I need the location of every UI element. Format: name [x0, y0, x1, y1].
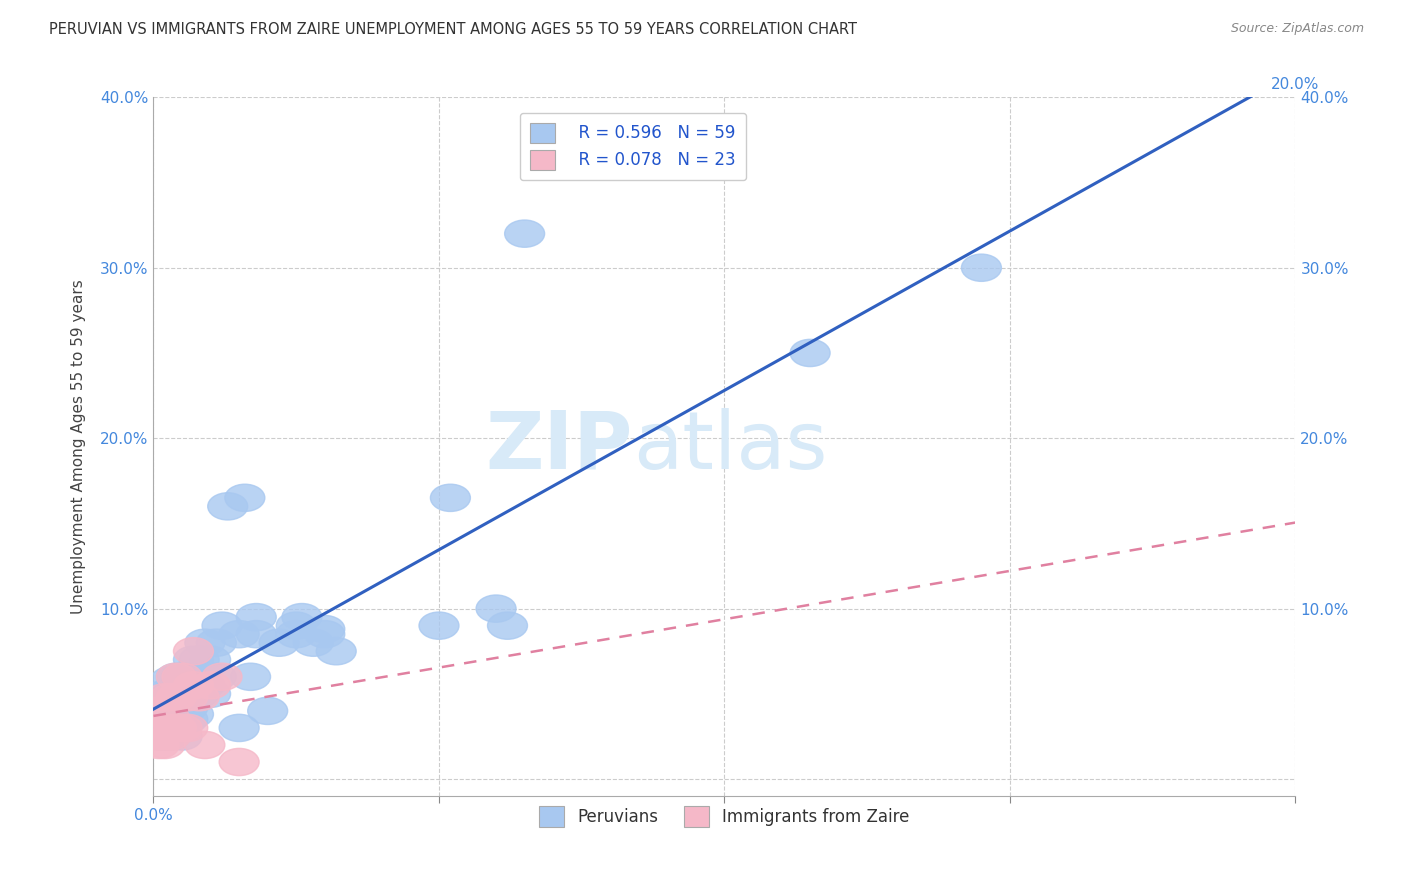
Ellipse shape [173, 700, 214, 728]
Ellipse shape [150, 698, 191, 724]
Ellipse shape [145, 731, 186, 758]
Ellipse shape [162, 723, 202, 750]
Ellipse shape [419, 612, 458, 640]
Ellipse shape [259, 629, 299, 657]
Ellipse shape [145, 714, 186, 741]
Ellipse shape [962, 254, 1001, 281]
Text: Source: ZipAtlas.com: Source: ZipAtlas.com [1230, 22, 1364, 36]
Ellipse shape [156, 714, 197, 741]
Ellipse shape [150, 723, 191, 750]
Ellipse shape [197, 663, 236, 690]
Ellipse shape [139, 714, 179, 741]
Ellipse shape [191, 681, 231, 707]
Ellipse shape [276, 621, 316, 648]
Ellipse shape [179, 646, 219, 673]
Ellipse shape [186, 672, 225, 699]
Ellipse shape [316, 638, 356, 665]
Ellipse shape [139, 731, 179, 758]
Ellipse shape [150, 706, 191, 733]
Ellipse shape [145, 683, 186, 711]
Ellipse shape [173, 672, 214, 699]
Ellipse shape [191, 672, 231, 699]
Ellipse shape [156, 672, 197, 699]
Ellipse shape [167, 706, 208, 733]
Ellipse shape [247, 698, 288, 724]
Text: PERUVIAN VS IMMIGRANTS FROM ZAIRE UNEMPLOYMENT AMONG AGES 55 TO 59 YEARS CORRELA: PERUVIAN VS IMMIGRANTS FROM ZAIRE UNEMPL… [49, 22, 858, 37]
Ellipse shape [150, 723, 191, 750]
Ellipse shape [156, 663, 197, 690]
Ellipse shape [156, 694, 197, 721]
Ellipse shape [150, 681, 191, 707]
Ellipse shape [276, 612, 316, 640]
Ellipse shape [173, 646, 214, 673]
Ellipse shape [162, 663, 202, 690]
Ellipse shape [167, 663, 208, 690]
Ellipse shape [231, 663, 270, 690]
Ellipse shape [139, 698, 179, 724]
Y-axis label: Unemployment Among Ages 55 to 59 years: Unemployment Among Ages 55 to 59 years [72, 279, 86, 614]
Ellipse shape [202, 612, 242, 640]
Ellipse shape [283, 604, 322, 631]
Ellipse shape [477, 595, 516, 623]
Ellipse shape [186, 629, 225, 657]
Ellipse shape [145, 723, 186, 750]
Ellipse shape [236, 621, 276, 648]
Ellipse shape [179, 683, 219, 711]
Ellipse shape [790, 339, 830, 367]
Ellipse shape [139, 698, 179, 724]
Ellipse shape [145, 681, 186, 707]
Ellipse shape [162, 698, 202, 724]
Ellipse shape [305, 621, 344, 648]
Ellipse shape [150, 666, 191, 694]
Ellipse shape [139, 723, 179, 750]
Ellipse shape [162, 714, 202, 741]
Ellipse shape [156, 663, 197, 690]
Ellipse shape [150, 714, 191, 741]
Ellipse shape [173, 638, 214, 665]
Ellipse shape [236, 604, 276, 631]
Ellipse shape [145, 706, 186, 733]
Ellipse shape [179, 681, 219, 707]
Ellipse shape [162, 663, 202, 690]
Ellipse shape [505, 220, 544, 247]
Ellipse shape [219, 714, 259, 741]
Text: atlas: atlas [633, 408, 828, 486]
Ellipse shape [202, 663, 242, 690]
Ellipse shape [488, 612, 527, 640]
Ellipse shape [294, 629, 333, 657]
Ellipse shape [191, 646, 231, 673]
Ellipse shape [430, 484, 471, 511]
Text: ZIP: ZIP [486, 408, 633, 486]
Ellipse shape [173, 681, 214, 707]
Ellipse shape [225, 484, 264, 511]
Ellipse shape [219, 748, 259, 776]
Ellipse shape [219, 621, 259, 648]
Ellipse shape [197, 629, 236, 657]
Ellipse shape [186, 731, 225, 758]
Ellipse shape [167, 694, 208, 721]
Ellipse shape [167, 683, 208, 711]
Ellipse shape [305, 615, 344, 643]
Ellipse shape [167, 714, 208, 741]
Ellipse shape [139, 706, 179, 733]
Legend: Peruvians, Immigrants from Zaire: Peruvians, Immigrants from Zaire [533, 799, 917, 833]
Ellipse shape [145, 698, 186, 724]
Ellipse shape [162, 681, 202, 707]
Ellipse shape [208, 492, 247, 520]
Ellipse shape [150, 683, 191, 711]
Ellipse shape [156, 714, 197, 741]
Ellipse shape [139, 723, 179, 750]
Ellipse shape [156, 683, 197, 711]
